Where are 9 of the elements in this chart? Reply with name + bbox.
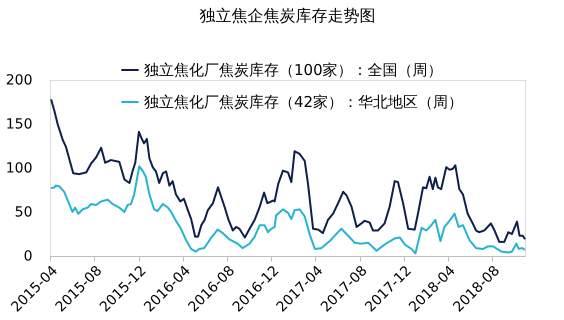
y-tick-label: 0 — [24, 248, 32, 264]
chart-title: 独立焦企焦炭库存走势图 — [200, 6, 376, 25]
y-tick-label: 100 — [6, 160, 32, 176]
line-series — [50, 165, 526, 254]
y-tick-label: 150 — [6, 116, 32, 132]
legend-label: 独立焦化厂焦炭库存（42家）：华北地区（周） — [144, 93, 464, 111]
y-tick-label: 50 — [14, 204, 32, 220]
y-tick-label: 200 — [6, 72, 32, 88]
legend-label: 独立焦化厂焦炭库存（100家）：全国（周） — [144, 61, 443, 79]
